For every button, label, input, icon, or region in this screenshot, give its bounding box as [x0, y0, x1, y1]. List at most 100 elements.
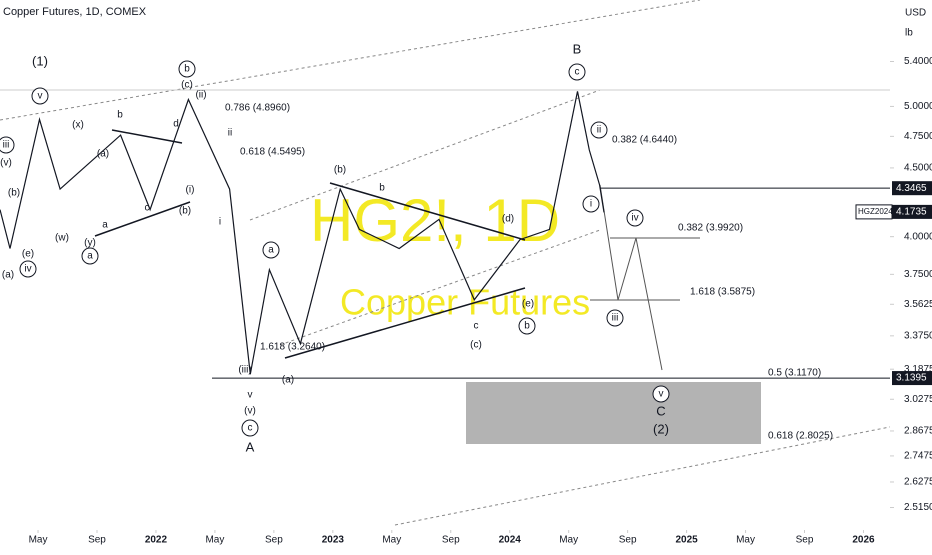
- wave-label: A: [246, 439, 255, 454]
- wave-label: iv: [631, 213, 638, 224]
- x-tick-label: Sep: [796, 535, 814, 546]
- wave-label: 1.618 (3.5875): [690, 287, 755, 298]
- symbol-tag: [855, 204, 893, 220]
- wave-label: 0.382 (3.9920): [678, 223, 743, 234]
- wave-label: 0.618 (2.8025): [768, 431, 833, 442]
- price-tag: [892, 181, 932, 196]
- wave-label: a: [102, 220, 108, 231]
- y-tick-label: 3.7500: [904, 269, 932, 280]
- x-tick-label: 2023: [322, 535, 345, 546]
- price-tag: [892, 371, 932, 386]
- wave-label: (e): [522, 299, 534, 310]
- x-tick-label: 2026: [852, 535, 875, 546]
- wave-label: c: [145, 203, 150, 214]
- wave-label: a: [268, 245, 274, 256]
- wave-label: v: [38, 91, 43, 102]
- y-tick-label: 2.5150: [904, 502, 932, 513]
- wave-label: 0.5 (3.1170): [768, 368, 821, 379]
- wave-label: (d): [502, 214, 514, 225]
- wave-label: ii: [228, 128, 232, 139]
- wave-circle: [31, 87, 49, 105]
- wave-label: b: [184, 64, 190, 75]
- wave-label: c: [575, 67, 580, 78]
- wave-label: (x): [72, 120, 84, 131]
- symbol-tag-label: HGZ2024: [858, 207, 893, 216]
- x-tick-label: Sep: [442, 535, 460, 546]
- wave-circle: [568, 63, 586, 81]
- wave-circle: [518, 317, 536, 335]
- wave-label: 0.618 (4.5495): [240, 147, 305, 158]
- wave-label: (c): [470, 340, 482, 351]
- wave-circle: [606, 309, 624, 327]
- y-tick-label: 3.0275: [904, 394, 932, 405]
- wave-label: b: [379, 183, 385, 194]
- wave-label: c: [474, 321, 479, 332]
- trend-lines: [94, 129, 526, 359]
- wave-label: i: [219, 217, 221, 228]
- x-tick-label: May: [29, 535, 48, 546]
- watermark: HG2!, 1D: [310, 187, 560, 254]
- wave-circle: [262, 241, 280, 259]
- wave-label: (1): [32, 53, 48, 68]
- wave-label: d: [173, 119, 179, 130]
- y-tick-label: 4.5000: [904, 163, 932, 174]
- y-tick-label: 3.5625: [904, 299, 932, 310]
- x-tick-label: May: [205, 535, 224, 546]
- y-tick-label: 3.1875: [904, 364, 932, 375]
- wave-label: (iii): [238, 365, 251, 376]
- wave-label: (i): [186, 185, 195, 196]
- wave-label: (a): [282, 375, 294, 386]
- x-tick-label: May: [559, 535, 578, 546]
- wave-label: ii: [597, 125, 601, 136]
- wave-circle: [0, 136, 15, 154]
- x-tick-label: Sep: [265, 535, 283, 546]
- x-tick-label: Sep: [619, 535, 637, 546]
- y-tick-label: 2.8675: [904, 426, 932, 437]
- wave-label: v: [659, 389, 664, 400]
- y-tick-label: 3.3750: [904, 330, 932, 341]
- currency: USD: [905, 8, 926, 19]
- x-tick-label: May: [736, 535, 755, 546]
- wave-label: c: [248, 423, 253, 434]
- chart-title: Copper Futures, 1D, COMEX: [3, 6, 147, 18]
- wave-circle: [590, 121, 608, 139]
- wave-circle: [241, 419, 259, 437]
- wave-label: b: [117, 110, 123, 121]
- channel-lines: [0, 0, 926, 526]
- wave-label: 0.786 (4.8960): [225, 103, 290, 114]
- wave-label: (b): [8, 188, 20, 199]
- wave-label: a: [87, 251, 93, 262]
- watermark-subtitle: Copper Futures: [340, 282, 590, 323]
- x-tick-label: 2025: [675, 535, 698, 546]
- price-tag-label: 4.1735: [896, 207, 927, 218]
- price-tag-label: 4.3465: [896, 183, 927, 194]
- y-tick-label: 2.6275: [904, 477, 932, 488]
- wave-label: 1.618 (3.2640): [260, 342, 325, 353]
- wave-label: b: [524, 321, 530, 332]
- wave-label: i: [590, 199, 592, 210]
- y-tick-label: 5.4000: [904, 56, 932, 67]
- x-tick-label: 2024: [499, 535, 522, 546]
- wave-label: C: [656, 403, 665, 418]
- wave-circle: [652, 385, 670, 403]
- x-tick-label: Sep: [88, 535, 106, 546]
- y-tick-label: 4.7500: [904, 131, 932, 142]
- wave-label: (e): [22, 249, 34, 260]
- wave-label: (2): [653, 421, 669, 436]
- wave-label: (w): [55, 233, 69, 244]
- wave-label: 0.382 (4.6440): [612, 135, 677, 146]
- wave-circle: [81, 247, 99, 265]
- projection: [590, 184, 700, 371]
- wave-label: v: [248, 390, 253, 401]
- price-tag: [892, 204, 932, 219]
- wave-label: (v): [244, 406, 256, 417]
- wave-label: (a): [2, 270, 14, 281]
- wave-label: (v): [0, 158, 12, 169]
- price-tag-label: 3.1395: [896, 373, 927, 384]
- wave-label: (ii): [195, 90, 206, 101]
- x-tick-label: 2022: [145, 535, 168, 546]
- y-tick-label: 4.0000: [904, 231, 932, 242]
- wave-label: (y): [84, 238, 96, 249]
